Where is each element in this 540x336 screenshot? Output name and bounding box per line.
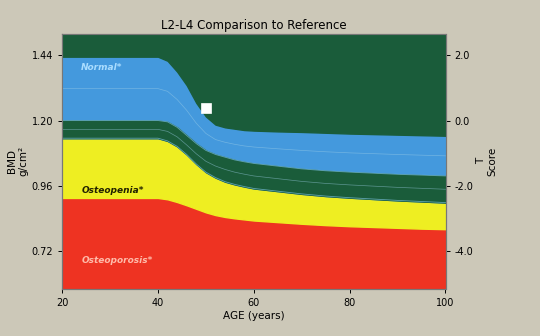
Text: Osteopenia*: Osteopenia* (81, 185, 144, 195)
Text: Osteoporosis*: Osteoporosis* (81, 256, 153, 265)
Title: L2-L4 Comparison to Reference: L2-L4 Comparison to Reference (161, 19, 347, 33)
Text: Normal*: Normal* (81, 63, 123, 72)
Y-axis label: T
Score: T Score (476, 146, 498, 176)
Y-axis label: BMD
g/cm²: BMD g/cm² (7, 146, 29, 176)
X-axis label: AGE (years): AGE (years) (223, 311, 285, 321)
